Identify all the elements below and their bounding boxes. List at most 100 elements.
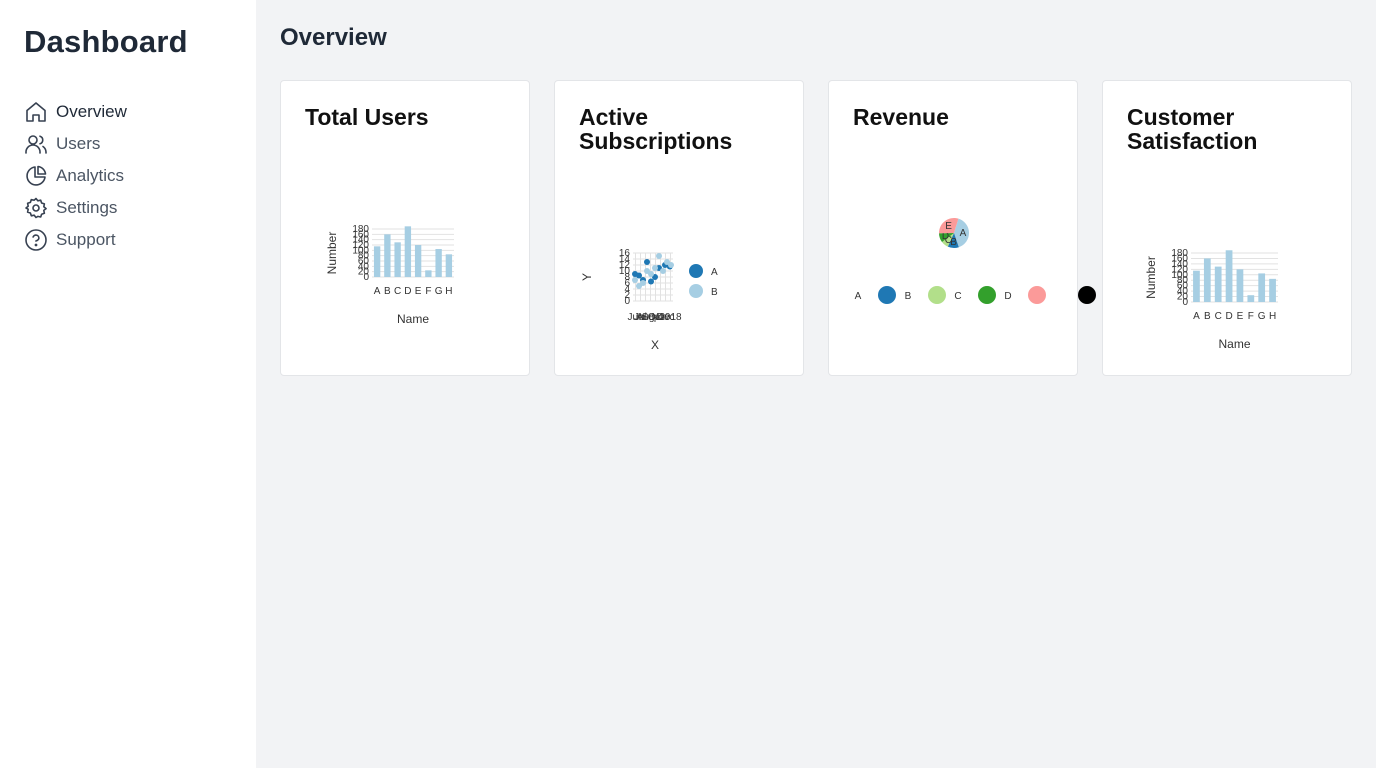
bar	[1236, 269, 1244, 302]
x-tick-label: D	[404, 286, 411, 297]
sidebar-item-label: Overview	[56, 102, 127, 121]
bar	[1225, 250, 1233, 302]
x-tick-label: D	[1225, 311, 1232, 322]
card-title: Revenue	[853, 104, 949, 130]
bar	[373, 246, 381, 277]
x-tick-label: G	[1258, 311, 1266, 322]
sidebar-item-overview[interactable]: Overview	[24, 96, 127, 128]
card-total-users: Total Users 0 20 40 60 80 100 120 140 160 180 A B C D…	[280, 80, 530, 376]
x-tick-label: C	[1215, 311, 1222, 322]
y-tick-label: 120	[1171, 264, 1188, 275]
bar	[414, 245, 422, 277]
sidebar-item-analytics[interactable]: Analytics	[24, 160, 127, 192]
sidebar-nav: Overview Users Analytics Settings Suppor…	[24, 96, 127, 256]
y-tick-label: 100	[352, 245, 369, 256]
legend-marker	[689, 284, 703, 298]
x-tick-label: Jul	[634, 312, 647, 323]
x-tick-label: A	[1193, 311, 1200, 322]
x-tick-label: E	[1237, 311, 1244, 322]
scatter-point	[668, 262, 674, 268]
bar	[384, 234, 391, 277]
scatter-point	[632, 277, 638, 283]
y-axis-label: Y	[580, 273, 594, 281]
legend-label: B	[711, 287, 718, 298]
pie-slice	[947, 233, 959, 248]
x-tick-label: C	[394, 286, 401, 297]
bar	[1203, 258, 1211, 302]
sidebar-item-users[interactable]: Users	[24, 128, 127, 160]
x-tick-label: G	[435, 286, 443, 297]
scatter-point	[660, 268, 666, 274]
y-tick-label: 140	[352, 235, 369, 246]
sidebar-item-support[interactable]: Support	[24, 224, 127, 256]
pie-slice	[941, 233, 954, 247]
y-tick-label: 180	[1171, 248, 1188, 259]
card-title: Total Users	[305, 104, 429, 130]
help-circle-icon	[25, 229, 47, 251]
y-tick-label: 6	[624, 278, 630, 289]
scatter-point	[656, 253, 662, 259]
bar	[445, 254, 453, 277]
y-tick-label: 160	[352, 229, 369, 240]
x-tick-label: Jun	[627, 312, 643, 323]
y-tick-label: 40	[358, 261, 370, 272]
bar	[404, 226, 412, 277]
scatter-point	[648, 271, 654, 277]
bar	[1214, 266, 1222, 302]
x-tick-label: Aug	[637, 312, 655, 323]
x-tick-label: A	[374, 286, 381, 297]
legend-label: A	[855, 291, 862, 302]
y-tick-label: 2	[624, 290, 630, 301]
legend-marker	[878, 286, 896, 304]
y-tick-label: 180	[352, 224, 369, 235]
scatter-point	[644, 259, 650, 265]
card-title: Active Subscriptions	[579, 104, 733, 154]
x-tick-label: Oct	[648, 312, 664, 323]
sidebar: Dashboard Overview Users Analytics Setti…	[0, 0, 256, 768]
bar	[394, 242, 401, 277]
legend-label: B	[905, 291, 912, 302]
y-tick-label: 80	[358, 251, 370, 262]
x-tick-label: F	[425, 286, 431, 297]
pie-slice-label: B	[950, 237, 957, 248]
y-tick-label: 20	[358, 267, 370, 278]
x-tick-label: B	[384, 286, 391, 297]
y-tick-label: 4	[624, 284, 630, 295]
x-tick-label: E	[415, 286, 422, 297]
y-axis-label: Number	[325, 232, 339, 275]
sidebar-item-settings[interactable]: Settings	[24, 192, 127, 224]
sidebar-item-label: Analytics	[56, 166, 125, 185]
x-tick-label: B	[1204, 311, 1211, 322]
page-title: Overview	[280, 24, 387, 51]
legend-marker	[928, 286, 946, 304]
scatter-point	[640, 280, 646, 286]
y-tick-label: 60	[1177, 281, 1189, 292]
y-tick-label: 100	[1171, 270, 1188, 281]
x-tick-label: Sep	[642, 312, 660, 323]
card-active-subscriptions: Active Subscriptions 0 2 4 6 8 10 12 14 16 Jun Jul…	[554, 80, 804, 376]
scatter-point	[636, 272, 642, 279]
card-customer-satisfaction: Customer Satisfaction 0 20 40 60 80 100 120 140…	[1102, 80, 1352, 376]
x-axis-label: Name	[1218, 337, 1250, 351]
x-axis-label: Name	[397, 312, 429, 326]
bar	[1258, 273, 1266, 302]
x-tick-label: 2018	[659, 312, 682, 323]
pie-slice	[954, 218, 969, 248]
sidebar-item-label: Support	[56, 230, 116, 249]
bar	[435, 249, 442, 277]
gear-icon	[25, 197, 47, 219]
scatter-point	[648, 278, 654, 285]
legend-label: C	[954, 291, 961, 302]
y-tick-label: 12	[619, 260, 631, 271]
y-tick-label: 0	[1182, 297, 1188, 308]
pie-slice	[939, 233, 954, 242]
y-tick-label: 140	[1171, 259, 1188, 270]
pie-slice	[939, 218, 959, 234]
pie-slice-label: C	[945, 235, 952, 246]
pie-slice-label: A	[960, 228, 967, 239]
